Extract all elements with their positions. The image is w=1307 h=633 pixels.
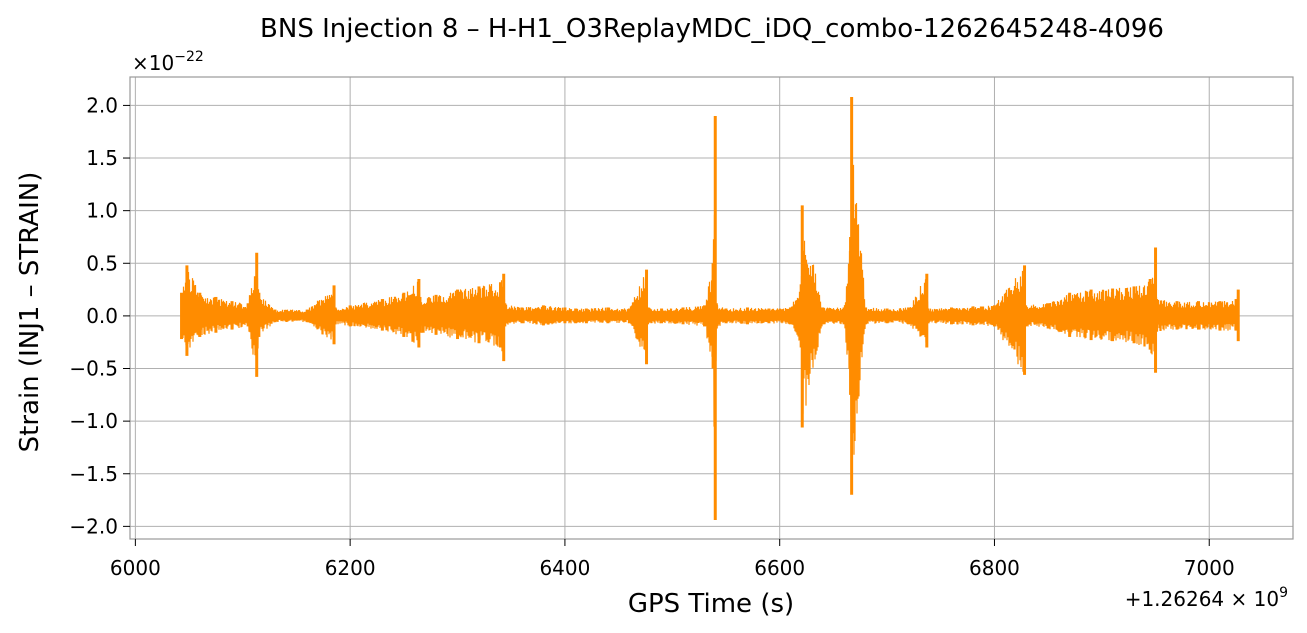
x-tick-label: 7000 xyxy=(1184,556,1235,580)
x-tick-label: 6000 xyxy=(110,556,161,580)
y-scale-multiplier: ×10−22 xyxy=(132,49,204,75)
y-tick-label: −0.5 xyxy=(69,357,118,381)
y-tick-label: 0.5 xyxy=(86,251,118,275)
plot-frame xyxy=(129,76,1294,540)
y-tick-label: −1.5 xyxy=(69,462,118,486)
x-offset-label: +1.26264 × 109 xyxy=(1125,585,1288,611)
x-axis-label: GPS Time (s) xyxy=(628,589,794,619)
y-tick-label: 1.0 xyxy=(86,199,118,223)
chart-title: BNS Injection 8 – H-H1_O3ReplayMDC_iDQ_c… xyxy=(260,14,1164,44)
strain-series-line xyxy=(180,164,1239,483)
x-tick-label: 6200 xyxy=(325,556,376,580)
y-tick-label: 1.5 xyxy=(86,146,118,170)
y-tick-label: 2.0 xyxy=(86,93,118,117)
plot-area xyxy=(129,76,1294,540)
x-tick-label: 6800 xyxy=(969,556,1020,580)
y-tick-label: −1.0 xyxy=(69,409,118,433)
strain-trace xyxy=(180,96,1240,521)
x-tick-label: 6600 xyxy=(754,556,805,580)
x-tick-label: 6400 xyxy=(539,556,590,580)
y-tick-label: −2.0 xyxy=(69,514,118,538)
y-tick-label: 0.0 xyxy=(86,304,118,328)
x-axis-ticks: 6000 6200 6400 6600 6800 7000 xyxy=(110,539,1235,580)
y-axis-ticks: 2.0 1.5 1.0 0.5 0.0 −0.5 −1.0 −1.5 −2.0 xyxy=(69,93,130,538)
y-axis-label: Strain (INJ1 – STRAIN) xyxy=(15,172,45,453)
